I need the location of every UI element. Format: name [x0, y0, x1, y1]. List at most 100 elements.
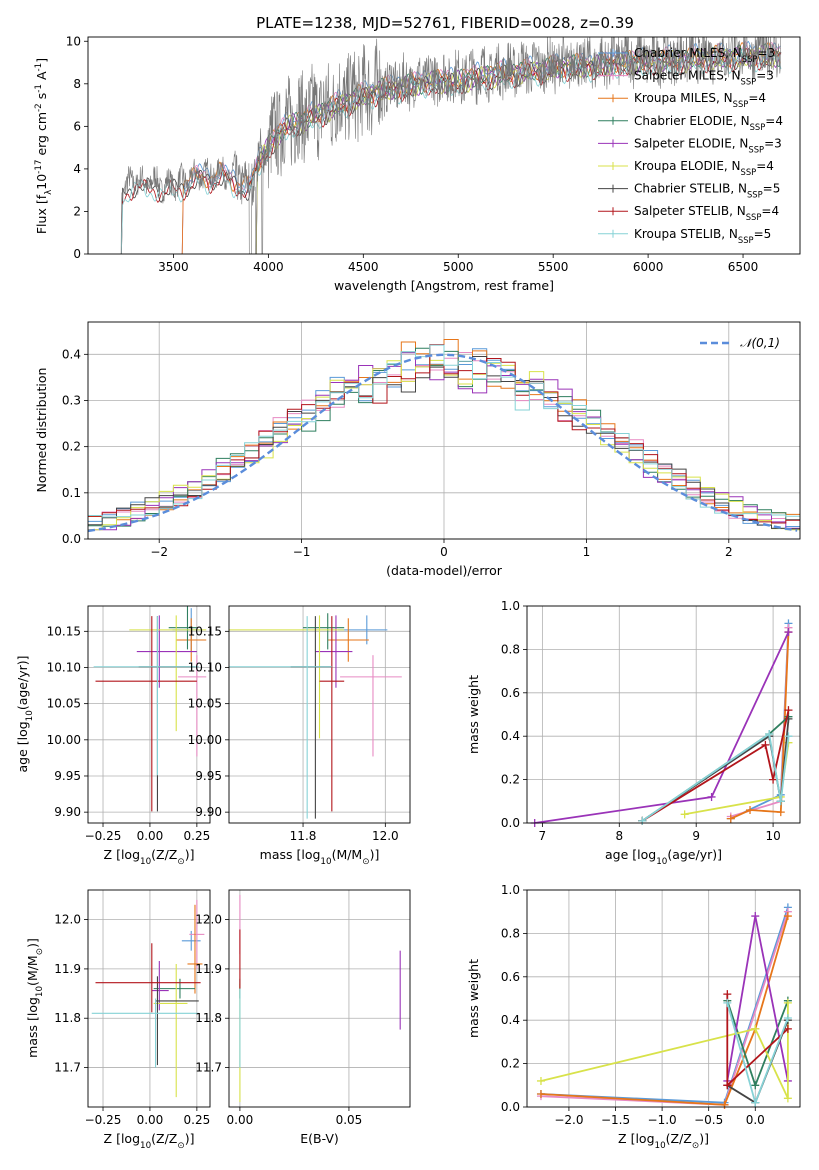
- age-vs-mass-ytick-label: 10.05: [188, 697, 222, 711]
- weight-vs-z-ytick-label: 0.2: [501, 1057, 520, 1071]
- weight-vs-age-ytick-label: 0.0: [501, 816, 520, 830]
- age-vs-z-ytick-label: 10.00: [47, 733, 81, 747]
- age-vs-mass-xtick-label: 11.8: [290, 829, 317, 843]
- age-vs-mass-ytick-label: 10.15: [188, 624, 222, 638]
- weight-vs-z-point-salpeter_stelib: [723, 990, 732, 999]
- residuals-normal-curve: [88, 353, 798, 533]
- weight-vs-age-point-kroupa_stelib: [776, 797, 785, 806]
- spectrum-legend-label: Chabrier STELIB, NSSP=5: [634, 182, 780, 200]
- spectrum-xtick-label: 6000: [633, 260, 664, 274]
- residuals-xlabel: (data-model)/error: [386, 563, 503, 578]
- weight-vs-age-series-kroupa_miles: [730, 631, 790, 820]
- weight-vs-z-xtick-label: −0.5: [694, 1113, 723, 1127]
- weight-vs-z-point-kroupa_miles: [536, 1089, 545, 1098]
- weight-vs-z-axes: −2.0 −1.5 −1.0 −0.5 0.0 0.0 0.2 0.4 0.6 0.8 1.0 Z […: [501, 883, 800, 1151]
- residuals-ytick-label: 0.3: [62, 393, 81, 407]
- spectrum-ytick-label: 0: [73, 247, 81, 261]
- spectrum-legend-label: Kroupa MILES, NSSP=4: [634, 91, 766, 109]
- weight-vs-z-point-kroupa_stelib: [783, 1014, 792, 1023]
- spectrum-xtick-label: 3500: [158, 260, 189, 274]
- weight-vs-z-point-kroupa_miles: [720, 1100, 729, 1109]
- residuals-frame: [87, 321, 801, 540]
- age-vs-z-xtick-label: 0.00: [137, 829, 164, 843]
- spectrum-frame: [87, 36, 801, 255]
- age-vs-mass-xlabel: mass [log10(M/M⊙)]: [260, 847, 380, 867]
- age-vs-z-frame: [87, 605, 211, 824]
- weight-vs-age-point-kroupa_miles: [726, 814, 735, 823]
- mass-vs-z-ytick-label: 11.7: [54, 1061, 81, 1075]
- weight-vs-z-point-salpeter_stelib: [723, 1081, 732, 1090]
- weight-vs-z-point-kroupa_miles: [783, 912, 792, 921]
- weight-vs-age-series-salpeter_miles: [730, 627, 790, 818]
- residuals-ytick-label: 0.4: [62, 347, 81, 361]
- mass-vs-z-xtick-label: −0.25: [85, 1113, 122, 1127]
- weight-vs-z-point-kroupa_stelib: [751, 1098, 760, 1107]
- spectrum-ytick-label: 10: [66, 34, 81, 48]
- spectrum-xtick-label: 6500: [728, 260, 759, 274]
- weight-vs-z-frame: [526, 889, 801, 1108]
- weight-vs-age-axes: 7 8 9 10 0.0 0.2 0.4 0.6 0.8 1.0 age [log10(age/yr…: [501, 599, 800, 867]
- spectrum-legend-label: Salpeter MILES, NSSP=3: [634, 69, 774, 87]
- spectrum-legend-label: Chabrier MILES, NSSP=3: [634, 46, 775, 64]
- weight-vs-age-point-kroupa_stelib: [784, 732, 793, 741]
- weight-vs-age-frame: [526, 605, 801, 824]
- weight-vs-age-ytick-label: 0.2: [501, 773, 520, 787]
- weight-vs-z-point-chabrier_elodie: [751, 1081, 760, 1090]
- mass-vs-ebv-ytick-label: 11.8: [195, 1011, 222, 1025]
- residuals-ytick-label: 0.2: [62, 440, 81, 454]
- mass-vs-z-axes: −0.25 0.00 0.25 11.7 11.8 11.9 12.0 Z [log10(Z/…: [54, 890, 210, 1151]
- weight-vs-z-point-kroupa_stelib: [723, 998, 732, 1007]
- weight-vs-age-point-salpeter_stelib: [769, 775, 778, 784]
- mass-vs-z-ytick-label: 11.9: [54, 962, 81, 976]
- residuals-xtick-label: 1: [583, 545, 591, 559]
- age-vs-z-ytick-label: 10.15: [47, 624, 81, 638]
- spectrum-xtick-label: 5500: [538, 260, 569, 274]
- mass-vs-z-ytick-label: 11.8: [54, 1011, 81, 1025]
- mass-vs-ebv-ytick-label: 12.0: [195, 913, 222, 927]
- weight-vs-z-xtick-label: −1.5: [601, 1113, 630, 1127]
- weight-vs-age-point-salpeter_elodie: [707, 792, 716, 801]
- weight-vs-age-point-salpeter_elodie: [784, 628, 793, 637]
- age-vs-mass-ytick-label: 9.95: [195, 769, 222, 783]
- weight-vs-age-point-kroupa_miles: [776, 808, 785, 817]
- weight-vs-age-point-kroupa_stelib: [765, 730, 774, 739]
- weight-vs-age-ytick-label: 1.0: [501, 599, 520, 613]
- weight-vs-z-ylabel: mass weight: [466, 959, 481, 1038]
- residuals-xtick-label: −2: [150, 545, 168, 559]
- spectrum-legend-label: Salpeter STELIB, NSSP=4: [634, 204, 779, 222]
- age-vs-z-ytick-label: 9.90: [54, 805, 81, 819]
- weight-vs-z-point-salpeter_stelib: [783, 1024, 792, 1033]
- age-vs-z-ylabel: age [log10(age/yr)]: [15, 655, 35, 772]
- weight-vs-age-series-kroupa_stelib: [641, 732, 790, 822]
- weight-vs-z-ytick-label: 0.4: [501, 1013, 520, 1027]
- spectrum-xlabel: wavelength [Angstrom, rest frame]: [334, 278, 554, 293]
- age-vs-z-ytick-label: 9.95: [54, 769, 81, 783]
- mass-vs-ebv-xlabel: E(B-V): [300, 1131, 339, 1146]
- spectrum-legend-label: Kroupa ELODIE, NSSP=4: [634, 159, 774, 177]
- weight-vs-age-xtick-label: 10: [765, 829, 780, 843]
- residuals-hist-kroupa_stelib: [88, 344, 800, 518]
- weight-vs-age-xlabel: age [log10(age/yr)]: [605, 847, 722, 867]
- weight-vs-z-ytick-label: 0.8: [501, 926, 520, 940]
- weight-vs-age-point-salpeter_stelib: [761, 740, 770, 749]
- spectrum-ytick-label: 8: [73, 77, 81, 91]
- spectrum-xtick-label: 5000: [443, 260, 474, 274]
- mass-vs-z-xtick-label: 0.25: [184, 1113, 211, 1127]
- weight-vs-age-point-kroupa_miles: [746, 805, 755, 814]
- mass-vs-ebv-ytick-label: 11.7: [195, 1061, 222, 1075]
- weight-vs-age-point-salpeter_stelib: [784, 706, 793, 715]
- weight-vs-age-xtick-label: 9: [692, 829, 700, 843]
- age-vs-mass-axes: 11.8 12.0 9.90 9.95 10.00 10.05 10.10 10.15 mass…: [188, 606, 410, 867]
- weight-vs-z-point-kroupa_elodie: [783, 1094, 792, 1103]
- spectrum-xtick-label: 4500: [348, 260, 379, 274]
- weight-vs-age-ytick-label: 0.8: [501, 642, 520, 656]
- spectrum-xtick-label: 4000: [253, 260, 284, 274]
- spectrum-axes: 3500 4000 4500 5000 5500 6000 6500 0 2 4 6 8 10 wavel…: [66, 34, 759, 293]
- spectrum-ylabel: Flux [fλ10-17 erg cm-2 s-1 A-1]: [34, 58, 54, 234]
- age-vs-mass-xtick-label: 12.0: [372, 829, 399, 843]
- weight-vs-z-ytick-label: 1.0: [501, 883, 520, 897]
- age-vs-mass-ytick-label: 9.90: [195, 805, 222, 819]
- weight-vs-z-series-kroupa_miles: [540, 915, 789, 1106]
- weight-vs-age-xtick-label: 8: [615, 829, 623, 843]
